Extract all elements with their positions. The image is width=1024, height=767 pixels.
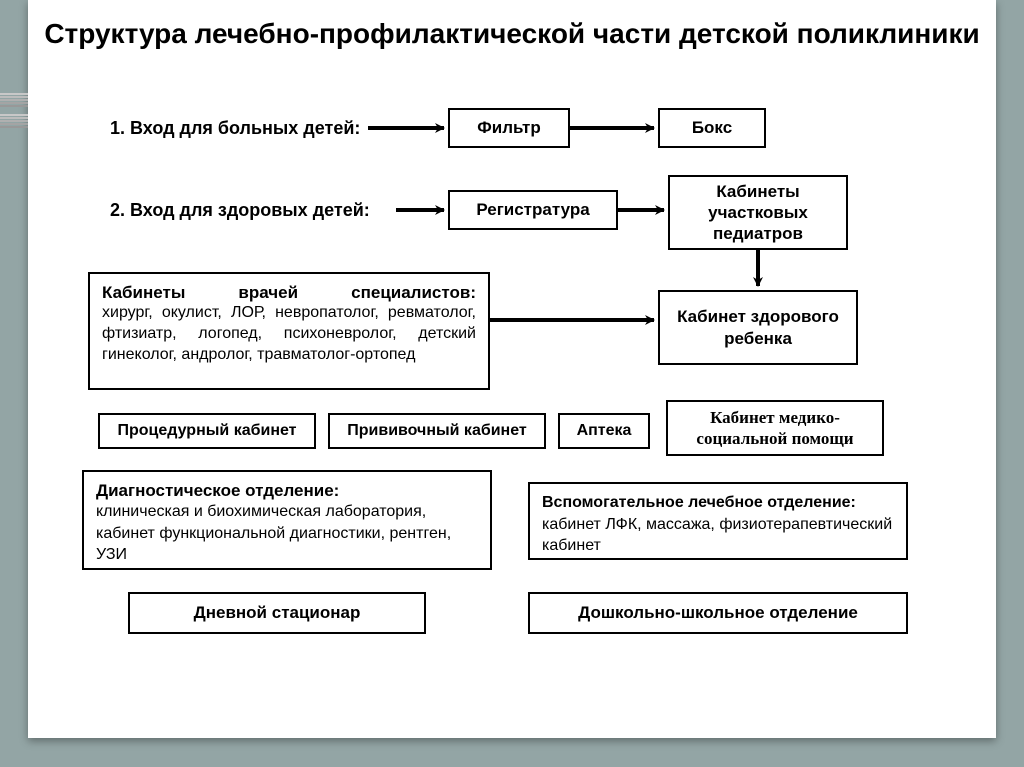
box-box-text: Бокс (692, 117, 732, 138)
box-medsocial: Кабинет медико-социальной помощи (666, 400, 884, 456)
box-pharmacy-text: Аптека (577, 421, 632, 441)
box-filter-text: Фильтр (477, 117, 540, 138)
box-day-hospital-text: Дневной стационар (194, 602, 361, 623)
box-diagnostic-title: Диагностическое отделение: (96, 480, 339, 501)
box-vaccination-text: Прививочный кабинет (347, 421, 527, 441)
box-auxiliary-body: кабинет ЛФК, массажа, физиотерапевтическ… (542, 516, 892, 555)
box-pediatricians: Кабинеты участковых педиатров (668, 175, 848, 250)
box-healthy-child: Кабинет здорового ребенка (658, 290, 858, 365)
box-day-hospital: Дневной стационар (128, 592, 426, 634)
slide: Структура лечебно-профилактической части… (28, 0, 996, 738)
box-pharmacy: Аптека (558, 413, 650, 449)
box-auxiliary-title: Вспомогательное лечебное отделение: (542, 494, 856, 511)
box-specialists-title: Кабинеты врачей специалистов: (102, 282, 476, 303)
entry-healthy-label: 2. Вход для здоровых детей: (110, 200, 370, 221)
box-procedure: Процедурный кабинет (98, 413, 316, 449)
box-healthy-child-text: Кабинет здорового ребенка (670, 306, 846, 349)
box-pediatricians-text: Кабинеты участковых педиатров (680, 181, 836, 245)
box-specialists-body: хирург, окулист, ЛОР, невропатолог, ревм… (102, 303, 476, 365)
entry-sick-label: 1. Вход для больных детей: (110, 118, 360, 139)
box-procedure-text: Процедурный кабинет (117, 421, 296, 441)
box-auxiliary-content: Вспомогательное лечебное отделение: каби… (542, 492, 894, 557)
box-school-dept: Дошкольно-школьное отделение (528, 592, 908, 634)
stripe-decoration (0, 93, 28, 129)
box-registry-text: Регистратура (476, 199, 589, 220)
box-auxiliary: Вспомогательное лечебное отделение: каби… (528, 482, 908, 560)
box-registry: Регистратура (448, 190, 618, 230)
box-medsocial-text: Кабинет медико-социальной помощи (678, 407, 872, 450)
box-school-dept-text: Дошкольно-школьное отделение (578, 602, 858, 623)
box-specialists: Кабинеты врачей специалистов: хирург, ок… (88, 272, 490, 390)
slide-title: Структура лечебно-профилактической части… (28, 18, 996, 50)
box-box: Бокс (658, 108, 766, 148)
box-vaccination: Прививочный кабинет (328, 413, 546, 449)
box-diagnostic: Диагностическое отделение: клиническая и… (82, 470, 492, 570)
box-filter: Фильтр (448, 108, 570, 148)
box-diagnostic-body: клиническая и биохимическая лаборатория,… (96, 501, 478, 566)
